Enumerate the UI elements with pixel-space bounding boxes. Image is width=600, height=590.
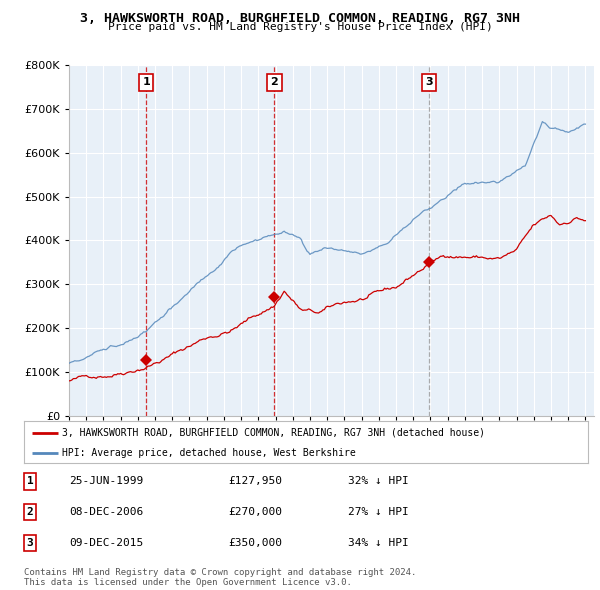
Text: 3, HAWKSWORTH ROAD, BURGHFIELD COMMON, READING, RG7 3NH: 3, HAWKSWORTH ROAD, BURGHFIELD COMMON, R… (80, 12, 520, 25)
Text: 34% ↓ HPI: 34% ↓ HPI (348, 538, 409, 548)
Text: 25-JUN-1999: 25-JUN-1999 (69, 477, 143, 486)
Text: 3: 3 (425, 77, 433, 87)
Text: HPI: Average price, detached house, West Berkshire: HPI: Average price, detached house, West… (62, 448, 356, 457)
Text: £127,950: £127,950 (228, 477, 282, 486)
Text: 3, HAWKSWORTH ROAD, BURGHFIELD COMMON, READING, RG7 3NH (detached house): 3, HAWKSWORTH ROAD, BURGHFIELD COMMON, R… (62, 428, 485, 438)
Text: 2: 2 (271, 77, 278, 87)
Text: 1: 1 (26, 477, 34, 486)
Text: 08-DEC-2006: 08-DEC-2006 (69, 507, 143, 517)
Text: 09-DEC-2015: 09-DEC-2015 (69, 538, 143, 548)
Text: £270,000: £270,000 (228, 507, 282, 517)
Text: 1: 1 (142, 77, 150, 87)
Text: 3: 3 (26, 538, 34, 548)
Text: Price paid vs. HM Land Registry's House Price Index (HPI): Price paid vs. HM Land Registry's House … (107, 22, 493, 32)
Text: 32% ↓ HPI: 32% ↓ HPI (348, 477, 409, 486)
Text: Contains HM Land Registry data © Crown copyright and database right 2024.
This d: Contains HM Land Registry data © Crown c… (24, 568, 416, 587)
Text: £350,000: £350,000 (228, 538, 282, 548)
Text: 27% ↓ HPI: 27% ↓ HPI (348, 507, 409, 517)
Text: 2: 2 (26, 507, 34, 517)
